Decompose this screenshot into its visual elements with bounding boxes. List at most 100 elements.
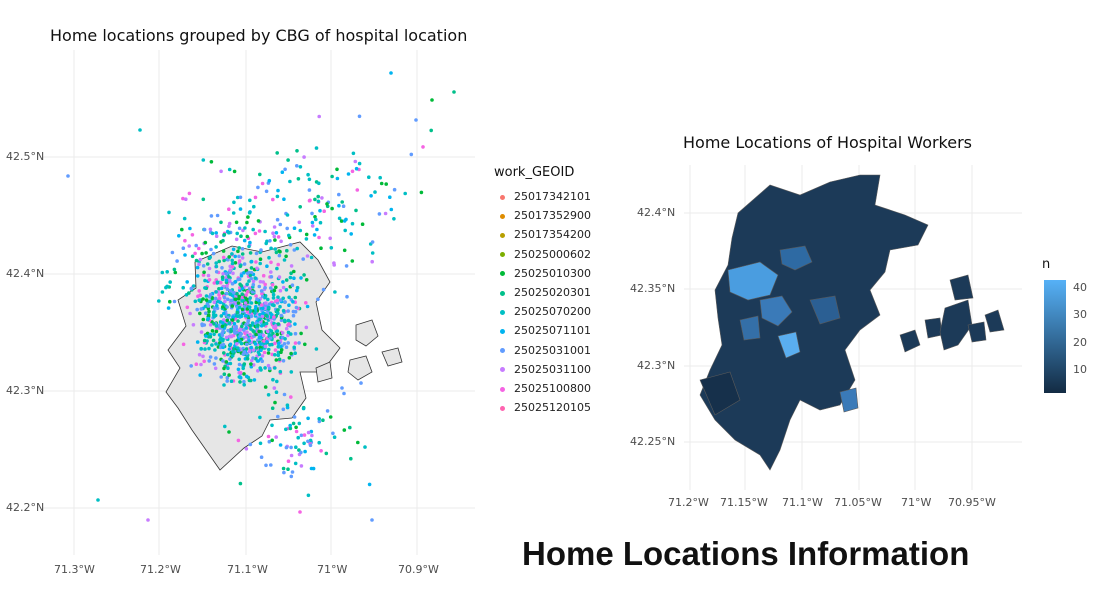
home-location-point	[204, 311, 208, 316]
home-location-point	[221, 272, 225, 276]
home-location-point	[273, 353, 277, 357]
home-location-point	[288, 275, 293, 280]
home-location-point	[241, 366, 245, 371]
home-location-point	[248, 324, 252, 328]
home-location-point	[282, 342, 287, 346]
home-location-point	[258, 261, 263, 266]
home-location-point	[215, 280, 220, 285]
home-location-point	[273, 366, 277, 370]
home-location-point	[248, 332, 252, 337]
home-location-point	[276, 322, 281, 326]
home-location-point	[297, 220, 302, 225]
home-location-point	[277, 275, 282, 279]
home-location-point	[193, 251, 197, 256]
home-location-point	[279, 318, 284, 323]
home-location-point	[258, 312, 262, 317]
home-location-point	[203, 278, 207, 283]
home-location-point	[274, 390, 279, 395]
home-location-point	[292, 269, 296, 274]
home-location-point	[253, 231, 258, 236]
home-location-point	[219, 169, 223, 174]
home-location-point	[278, 304, 282, 309]
home-location-point	[238, 380, 242, 384]
home-location-point	[333, 290, 337, 294]
island-polygon-3	[381, 347, 403, 367]
home-location-point	[226, 366, 230, 371]
home-location-point	[272, 234, 277, 239]
left-map-panel	[42, 50, 475, 555]
home-location-point	[214, 264, 219, 269]
choropleth-region-mid-5	[839, 387, 859, 413]
home-location-point	[343, 228, 348, 233]
home-location-point	[270, 303, 275, 307]
home-location-point	[198, 293, 203, 298]
home-location-point	[212, 322, 216, 326]
home-location-point	[249, 259, 254, 264]
home-location-point	[305, 304, 310, 309]
home-location-point	[206, 304, 211, 308]
home-location-point	[227, 321, 232, 325]
home-location-point	[215, 213, 220, 218]
home-location-point	[282, 318, 287, 323]
home-location-point	[242, 362, 247, 366]
home-location-point	[295, 149, 299, 153]
home-location-point	[269, 463, 273, 467]
home-location-point	[298, 165, 303, 169]
home-location-point	[222, 372, 227, 377]
home-location-point	[257, 284, 262, 289]
home-location-point	[317, 235, 321, 240]
home-location-point	[317, 181, 321, 186]
home-location-point	[232, 327, 237, 332]
home-location-point	[225, 379, 229, 383]
home-location-point	[303, 342, 307, 347]
home-location-point	[265, 264, 269, 269]
home-location-point	[298, 510, 302, 514]
home-location-point	[222, 351, 226, 355]
home-location-point	[281, 359, 286, 363]
home-location-point	[231, 211, 236, 215]
home-location-point	[227, 224, 231, 229]
home-location-point	[230, 265, 235, 269]
home-location-point	[245, 290, 250, 294]
home-location-point	[253, 342, 258, 346]
home-location-point	[187, 191, 192, 196]
home-location-point	[309, 255, 314, 260]
home-location-point	[245, 309, 250, 314]
home-location-point	[363, 445, 367, 449]
home-location-point	[267, 302, 272, 306]
home-location-point	[224, 335, 229, 340]
home-location-point	[236, 249, 240, 254]
home-location-point	[214, 234, 219, 238]
home-location-point	[282, 470, 286, 475]
main-title: Home Locations Information	[522, 535, 970, 572]
home-location-point	[223, 424, 227, 429]
home-location-point	[237, 226, 242, 231]
home-location-point	[209, 214, 214, 218]
home-location-point	[283, 337, 287, 341]
home-location-point	[203, 286, 207, 290]
home-location-point	[284, 427, 288, 432]
legend-label: 25017354200	[514, 228, 591, 242]
home-location-point	[370, 518, 374, 522]
choropleth-region-bright-1	[727, 261, 779, 301]
home-location-point	[231, 271, 235, 276]
island-polygon-1	[355, 319, 379, 347]
home-location-point	[319, 246, 323, 250]
n-legend-tick-20: 20	[1073, 336, 1087, 349]
right-y-tick-3: 42.3°N	[637, 359, 676, 372]
legend-item-25025010300: 25025010300	[500, 267, 591, 280]
home-location-point	[272, 386, 277, 390]
home-location-point	[280, 331, 285, 335]
home-location-point	[313, 197, 317, 202]
home-location-point	[268, 336, 273, 340]
island-east-4	[949, 274, 974, 301]
home-location-point	[360, 222, 365, 226]
home-location-point	[289, 474, 294, 479]
home-location-point	[208, 335, 213, 339]
home-location-point	[258, 279, 263, 284]
home-location-point	[197, 262, 201, 267]
home-location-point	[226, 257, 230, 262]
legend-item-25025100800: 25025100800	[500, 382, 591, 395]
home-location-point	[172, 267, 177, 272]
